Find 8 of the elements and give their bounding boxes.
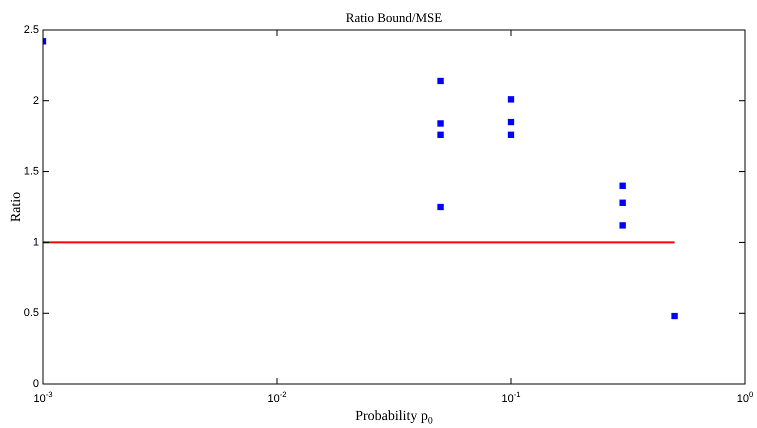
y-tick-label: 1 bbox=[32, 236, 39, 248]
y-tick-label: 0 bbox=[32, 378, 39, 390]
y-axis-title: Ratio bbox=[9, 192, 24, 222]
y-tick-label: 2.5 bbox=[24, 24, 39, 36]
chart-title: Ratio Bound/MSE bbox=[346, 10, 442, 25]
y-tick-label: 1.5 bbox=[24, 166, 39, 178]
y-tick-label: 2 bbox=[32, 94, 39, 107]
y-tick-label: 0.5 bbox=[24, 307, 39, 320]
